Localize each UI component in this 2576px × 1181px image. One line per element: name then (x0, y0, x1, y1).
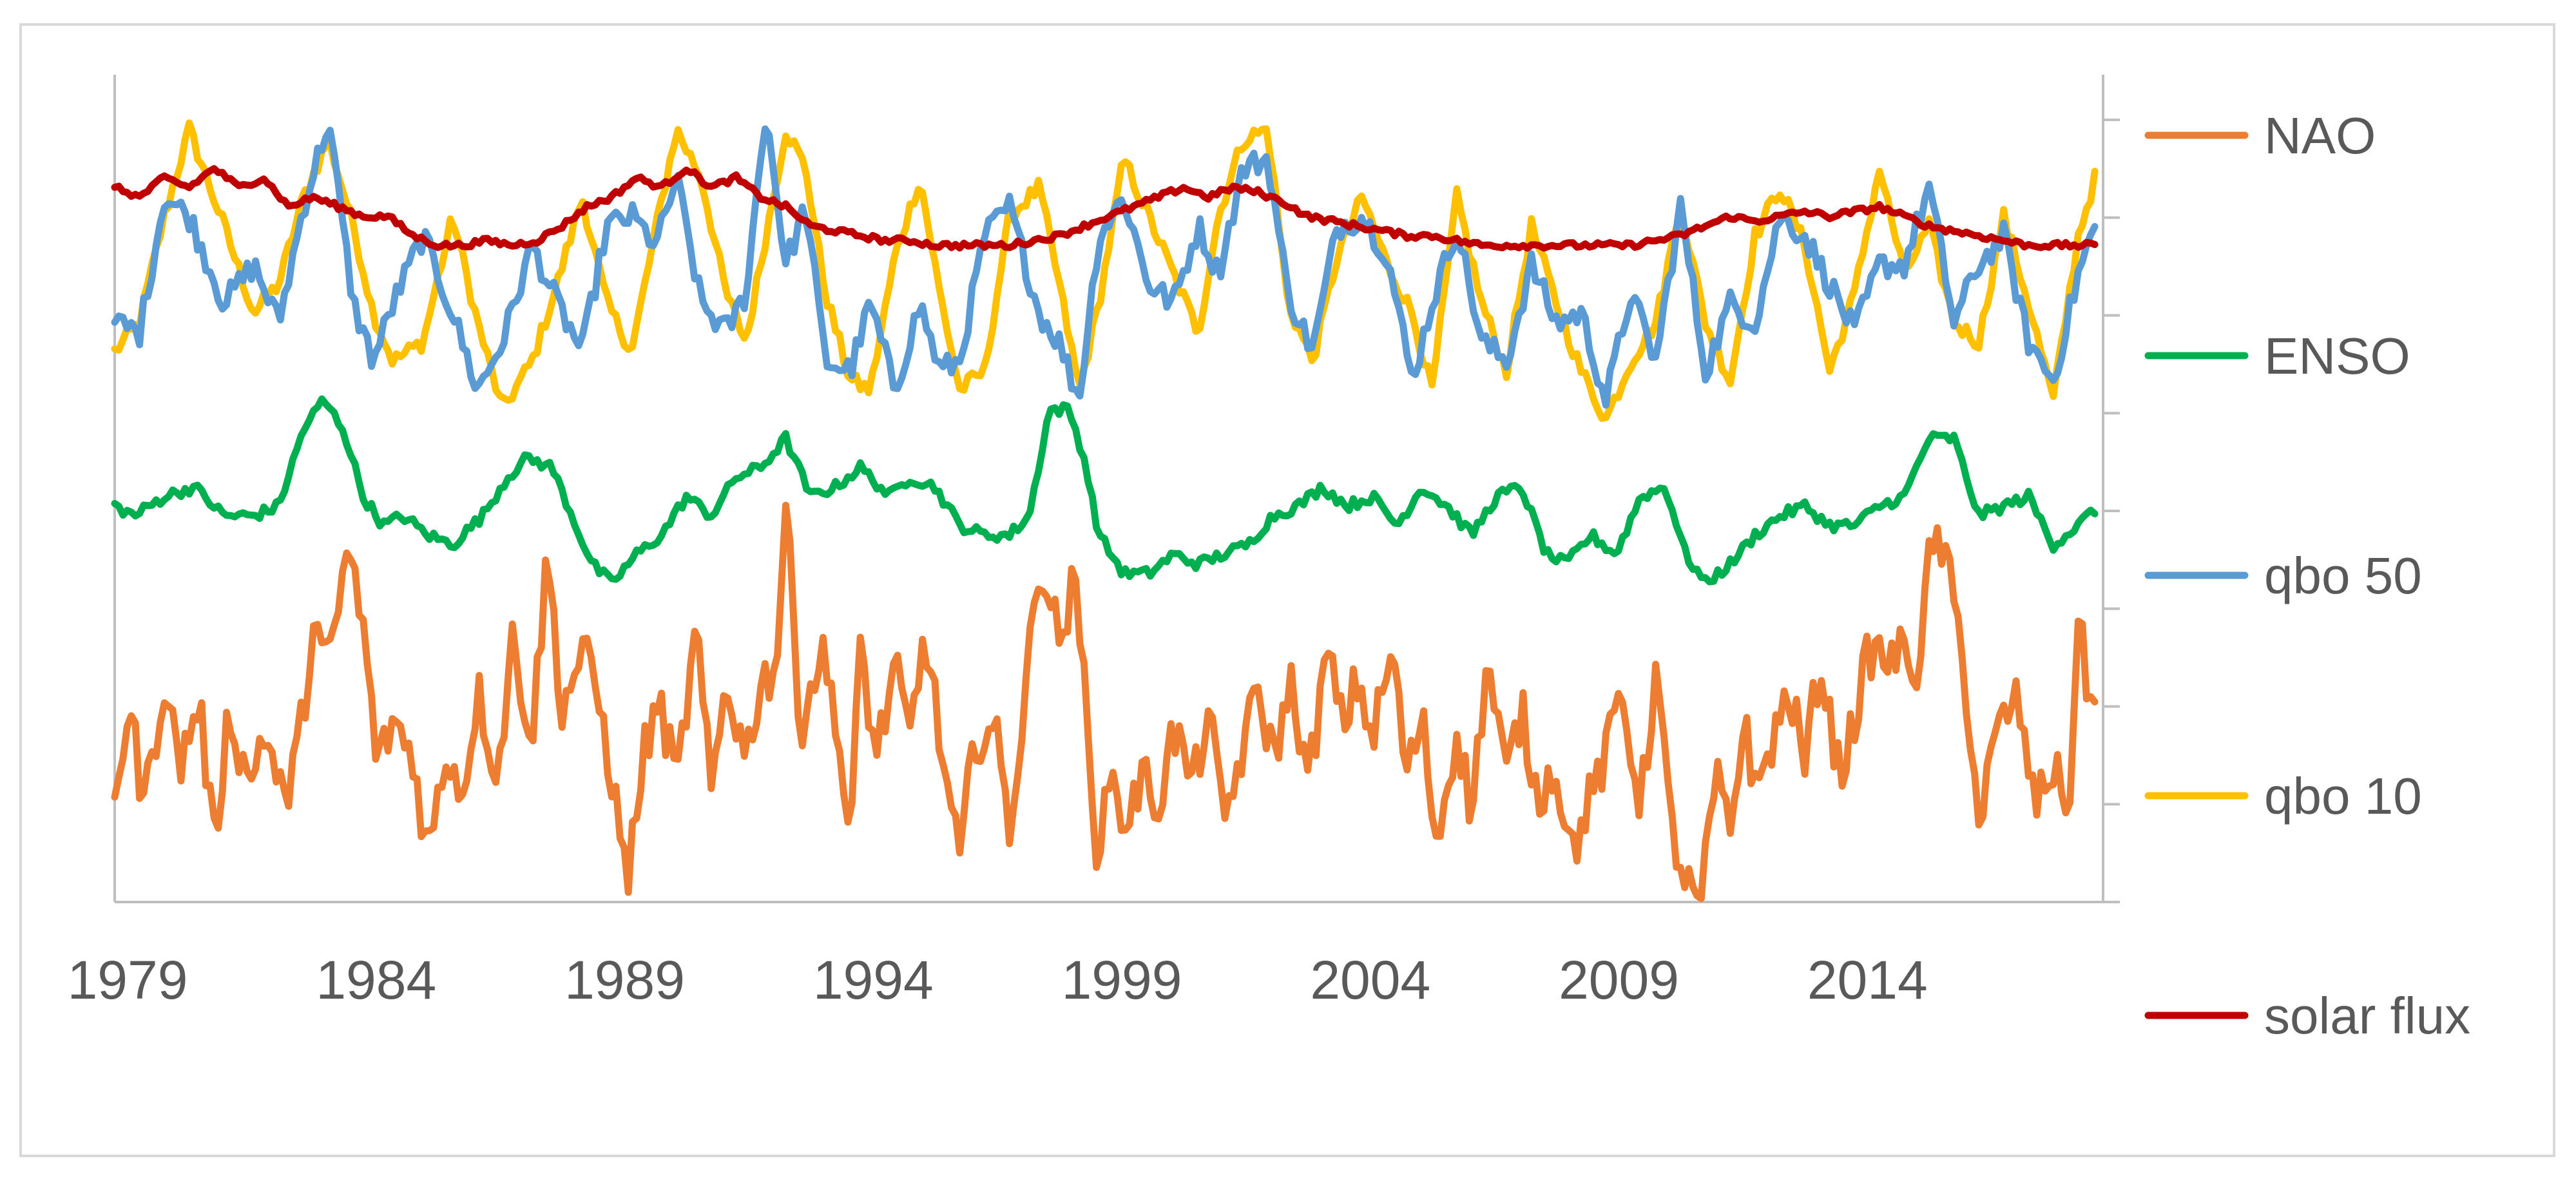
x-tick-labels: 1979 1984 1989 1994 1999 2004 2009 2014 (68, 950, 1928, 1010)
legend-item: NAO (2144, 107, 2376, 164)
x-tick-label: 1979 (68, 950, 188, 1010)
legend-item: qbo 50 (2144, 547, 2422, 604)
series-line-solar-flux (111, 165, 2099, 252)
line-chart: 1979 1984 1989 1994 1999 2004 2009 2014 NAO ENSO… (68, 75, 2470, 1044)
chart-frame: 1979 1984 1989 1994 1999 2004 2009 2014 NAO ENSO… (19, 23, 2555, 1157)
right-axis-ticks (2103, 119, 2120, 903)
legend-item: solar flux (2144, 987, 2470, 1044)
series-line-enso (111, 395, 2099, 586)
x-tick-label: 1984 (316, 950, 436, 1010)
x-tick-label: 2014 (1807, 950, 1928, 1010)
legend-item: ENSO (2144, 327, 2410, 385)
series-line-qbo-10 (111, 119, 2099, 422)
legend-label: ENSO (2264, 327, 2410, 385)
legend-label: qbo 10 (2264, 767, 2422, 825)
x-tick-label: 1994 (813, 950, 934, 1010)
legend: NAO ENSO qbo 50 qbo 10 solar flux (2144, 107, 2470, 1044)
series-group (111, 119, 2099, 902)
legend-label: NAO (2264, 107, 2376, 164)
x-tick-label: 1999 (1062, 950, 1182, 1010)
legend-label: solar flux (2264, 987, 2470, 1044)
legend-item: qbo 10 (2144, 767, 2422, 825)
series-line-nao (111, 501, 2099, 902)
x-tick-label: 1989 (564, 950, 685, 1010)
series-line-qbo-50 (111, 125, 2099, 409)
x-tick-label: 2004 (1310, 950, 1430, 1010)
plot-area: 1979 1984 1989 1994 1999 2004 2009 2014 (68, 75, 2120, 1010)
x-tick-label: 2009 (1559, 950, 1679, 1010)
legend-label: qbo 50 (2264, 547, 2422, 604)
